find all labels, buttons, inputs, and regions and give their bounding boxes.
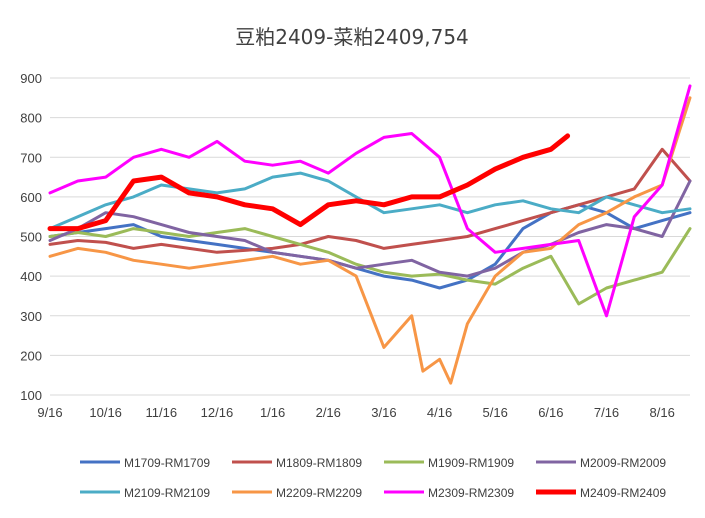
legend-label: M2009-RM2009	[580, 456, 666, 470]
y-tick-label: 700	[20, 150, 42, 165]
y-tick-label: 400	[20, 269, 42, 284]
series-line	[48, 96, 692, 385]
series-line	[48, 179, 692, 278]
y-tick-label: 900	[20, 71, 42, 86]
x-tick-label: 2/16	[316, 405, 341, 420]
y-tick-label: 100	[20, 388, 42, 403]
x-tick-label: 9/16	[37, 405, 62, 420]
series-line	[47, 133, 571, 232]
legend-label: M1709-RM1709	[124, 456, 210, 470]
x-tick-label: 4/16	[427, 405, 452, 420]
x-tick-label: 11/16	[146, 405, 178, 420]
y-tick-label: 600	[20, 190, 42, 205]
x-tick-label: 1/16	[260, 405, 285, 420]
x-tick-label: 10/16	[89, 405, 122, 420]
x-tick-label: 8/16	[650, 405, 675, 420]
legend-label: M2209-RM2209	[276, 486, 362, 500]
series-line	[48, 147, 692, 254]
y-tick-label: 800	[20, 111, 42, 126]
legend-label: M1809-RM1809	[276, 456, 362, 470]
x-tick-label: 6/16	[538, 405, 563, 420]
series-line	[48, 227, 692, 306]
legend-label: M2109-RM2109	[124, 486, 210, 500]
legend-label: M1909-RM1909	[428, 456, 514, 470]
y-tick-label: 500	[20, 230, 42, 245]
legend-label: M2409-RM2409	[580, 486, 666, 500]
series-line	[48, 84, 692, 318]
x-tick-label: 12/16	[201, 405, 234, 420]
y-tick-label: 200	[20, 348, 42, 363]
x-tick-label: 7/16	[594, 405, 619, 420]
chart-title: 豆粕2409-菜粕2409,754	[235, 25, 469, 49]
y-tick-label: 300	[20, 309, 42, 324]
series-line	[48, 203, 692, 290]
legend-label: M2309-RM2309	[428, 486, 514, 500]
x-tick-label: 5/16	[483, 405, 508, 420]
x-tick-label: 3/16	[371, 405, 396, 420]
